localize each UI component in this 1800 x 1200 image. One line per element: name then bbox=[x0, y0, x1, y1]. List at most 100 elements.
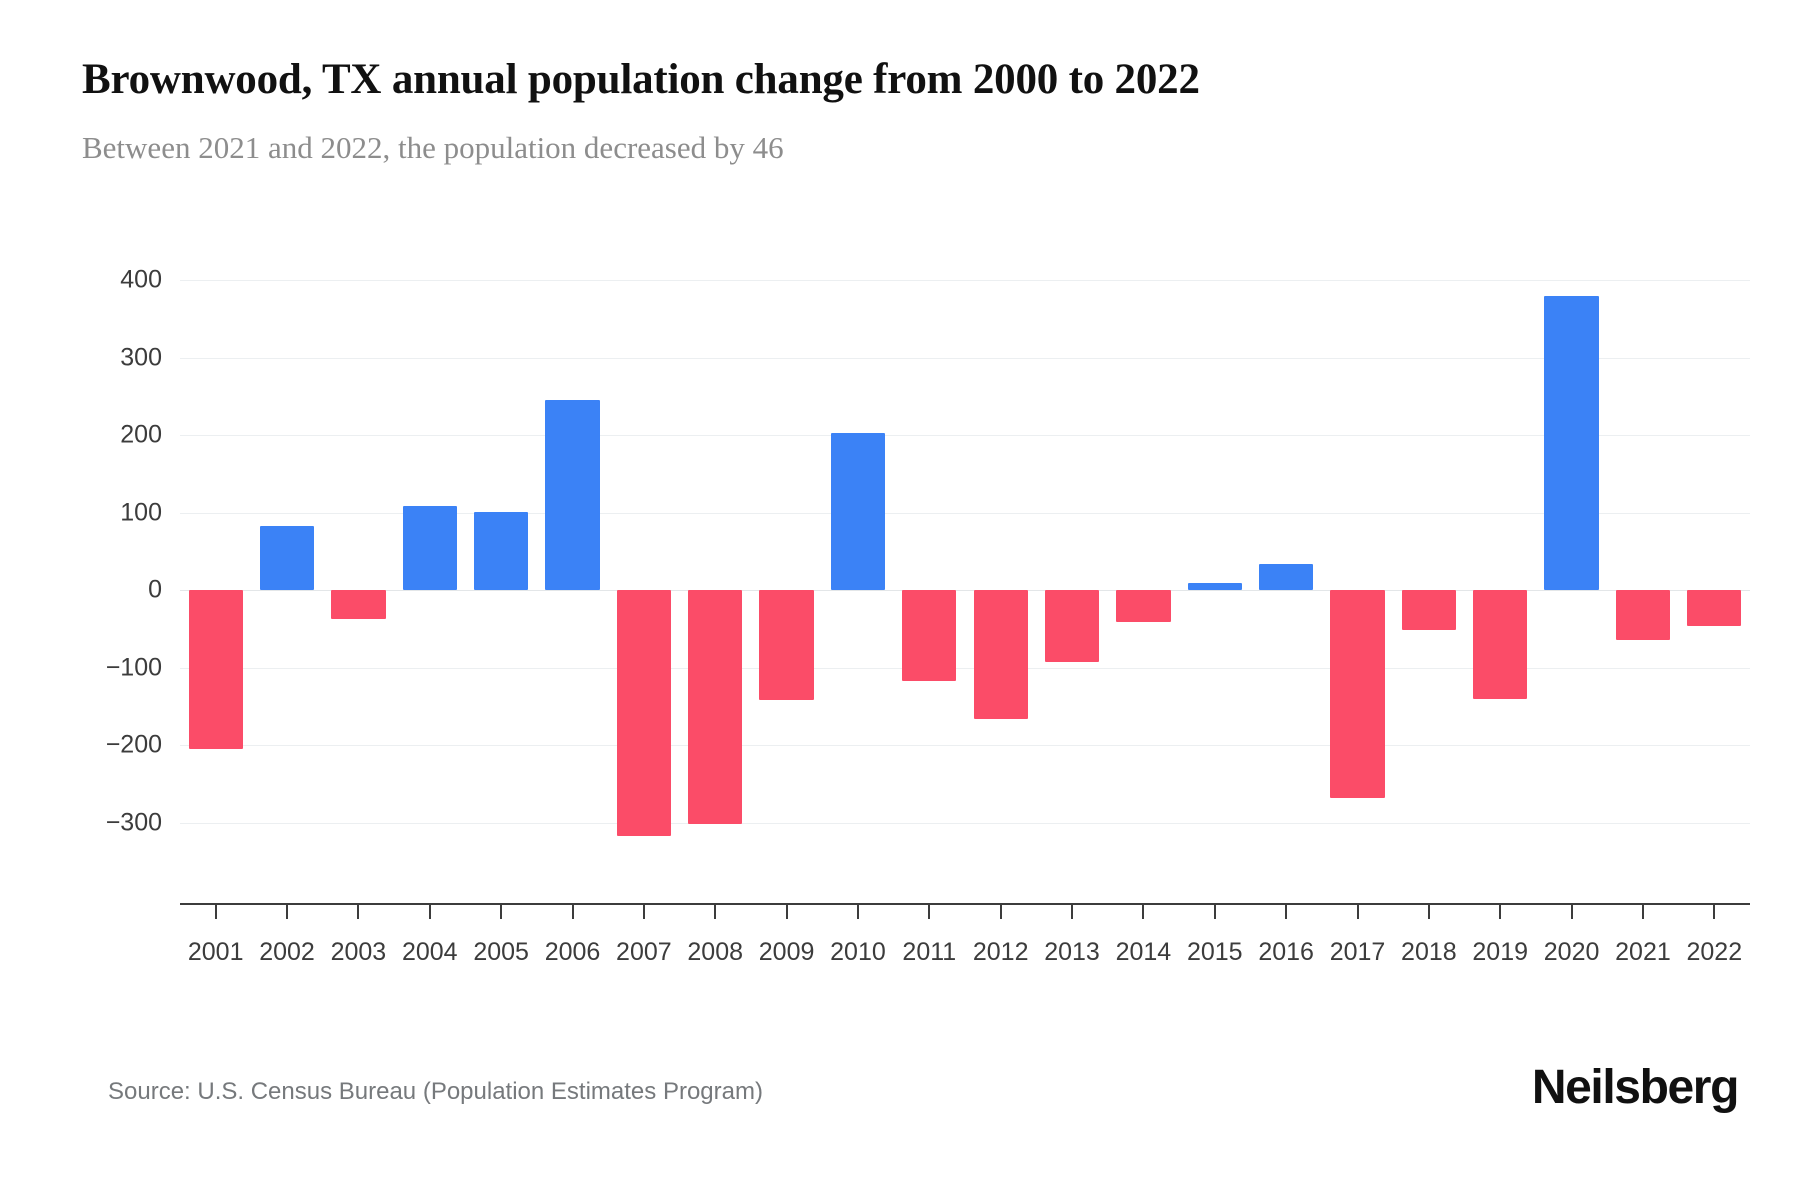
x-axis-tick-label: 2007 bbox=[616, 938, 672, 966]
bar-slot bbox=[608, 280, 679, 900]
bar[interactable] bbox=[188, 590, 243, 749]
x-axis-tick-label: 2019 bbox=[1472, 938, 1529, 966]
bar-slot bbox=[1250, 280, 1321, 900]
bar[interactable] bbox=[1259, 564, 1314, 590]
y-axis-tick-label: 300 bbox=[120, 343, 162, 371]
y-axis-tick-label: 100 bbox=[120, 498, 162, 526]
bar[interactable] bbox=[973, 590, 1028, 720]
x-axis-tick-label: 2010 bbox=[830, 938, 886, 966]
x-axis-tick-mark bbox=[785, 903, 788, 919]
x-axis-tick-mark bbox=[571, 903, 574, 919]
gridline bbox=[180, 435, 1750, 436]
bar[interactable] bbox=[688, 590, 743, 825]
bar[interactable] bbox=[1615, 590, 1671, 641]
x-axis-tick-label: 2022 bbox=[1686, 938, 1743, 966]
gridline bbox=[180, 822, 1750, 824]
bar-slot bbox=[1108, 280, 1179, 900]
bar[interactable] bbox=[1044, 590, 1100, 663]
bar[interactable] bbox=[1544, 296, 1599, 590]
x-axis-tick-label: 2012 bbox=[972, 938, 1029, 966]
x-axis-tick-label: 2020 bbox=[1543, 938, 1600, 966]
x-axis-tick-mark bbox=[428, 903, 431, 919]
gridline bbox=[180, 745, 1750, 746]
bar-series bbox=[180, 280, 1750, 900]
bar[interactable] bbox=[402, 506, 457, 590]
x-axis-tick-label: 2014 bbox=[1115, 938, 1172, 966]
bar-slot bbox=[1536, 280, 1607, 900]
zero-line bbox=[180, 590, 1750, 591]
y-axis-tick-label: −100 bbox=[105, 653, 162, 681]
bar-slot bbox=[1036, 280, 1107, 900]
bar-slot bbox=[465, 280, 536, 900]
bar[interactable] bbox=[830, 432, 886, 590]
x-axis-tick-label: 2003 bbox=[330, 938, 387, 966]
x-axis-line bbox=[180, 903, 1750, 905]
x-axis-tick-mark bbox=[1071, 903, 1074, 919]
bar-slot bbox=[537, 280, 608, 900]
bar-slot bbox=[894, 280, 965, 900]
bar[interactable] bbox=[259, 525, 315, 590]
x-axis-tick-mark bbox=[214, 903, 217, 919]
x-axis-tick-label: 2016 bbox=[1258, 938, 1314, 966]
bar-slot bbox=[965, 280, 1036, 900]
bar-slot bbox=[1679, 280, 1750, 900]
x-axis-tick-mark bbox=[928, 903, 931, 919]
bar-slot bbox=[751, 280, 822, 900]
brand-logo: Neilsberg bbox=[1531, 1061, 1740, 1114]
x-axis-tick-mark bbox=[999, 903, 1002, 919]
y-axis-tick-label: −300 bbox=[105, 808, 162, 836]
y-axis-tick-label: 400 bbox=[120, 265, 162, 294]
source-note: Source: U.S. Census Bureau (Population E… bbox=[108, 1078, 763, 1105]
x-axis-tick-label: 2002 bbox=[259, 938, 315, 966]
bar[interactable] bbox=[1187, 583, 1242, 590]
bar[interactable] bbox=[474, 511, 529, 590]
bar-slot bbox=[251, 280, 322, 900]
x-axis-tick-mark bbox=[642, 903, 645, 919]
x-axis-tick-label: 2018 bbox=[1401, 938, 1457, 966]
x-axis-tick-mark bbox=[1570, 903, 1573, 919]
bar[interactable] bbox=[1473, 590, 1528, 699]
x-axis-tick-label: 2011 bbox=[902, 938, 957, 966]
x-axis-tick-mark bbox=[1213, 903, 1216, 919]
bar[interactable] bbox=[1330, 590, 1385, 798]
bar[interactable] bbox=[616, 590, 671, 837]
x-axis-tick-label: 2013 bbox=[1044, 938, 1100, 966]
plot-area: 400 300 200 100 0 −100 −200 −300 bbox=[106, 266, 1750, 900]
x-axis-tick-mark bbox=[1142, 903, 1145, 919]
bar[interactable] bbox=[331, 590, 386, 620]
x-axis-tick-mark bbox=[1285, 903, 1288, 919]
bar-slot bbox=[1322, 280, 1393, 900]
bar[interactable] bbox=[759, 590, 814, 701]
bar-slot bbox=[1179, 280, 1250, 900]
x-axis-tick-label: 2001 bbox=[187, 938, 244, 966]
x-axis-tick-label: 2006 bbox=[544, 938, 601, 966]
bar-slot bbox=[180, 280, 251, 900]
x-axis-tick-label: 2017 bbox=[1329, 938, 1386, 966]
bar[interactable] bbox=[545, 400, 600, 590]
x-axis-tick-mark bbox=[1641, 903, 1644, 919]
bar-slot bbox=[323, 280, 394, 900]
x-axis-tick-mark bbox=[1427, 903, 1430, 919]
x-axis-tick-mark bbox=[1713, 903, 1716, 919]
x-axis-tick-mark bbox=[500, 903, 503, 919]
x-axis-tick-mark bbox=[1499, 903, 1502, 919]
bar-slot bbox=[1465, 280, 1536, 900]
bar-slot bbox=[822, 280, 893, 900]
bar-slot bbox=[394, 280, 465, 900]
bar-slot bbox=[1607, 280, 1678, 900]
bar[interactable] bbox=[1687, 590, 1742, 626]
x-axis-tick-mark bbox=[286, 903, 289, 919]
y-axis-tick-label: 0 bbox=[148, 575, 162, 604]
gridline bbox=[180, 280, 1750, 281]
page-subtitle: Between 2021 and 2022, the population de… bbox=[82, 130, 784, 165]
bar-slot bbox=[1393, 280, 1464, 900]
gridline bbox=[180, 667, 1750, 669]
x-axis-tick-mark bbox=[357, 903, 360, 919]
bar[interactable] bbox=[1401, 590, 1456, 630]
bar[interactable] bbox=[1116, 590, 1171, 622]
x-axis-tick-mark bbox=[1356, 903, 1359, 919]
y-axis-tick-label: 200 bbox=[120, 420, 162, 449]
bar[interactable] bbox=[902, 590, 957, 682]
x-axis-tick-label: 2005 bbox=[473, 938, 529, 966]
